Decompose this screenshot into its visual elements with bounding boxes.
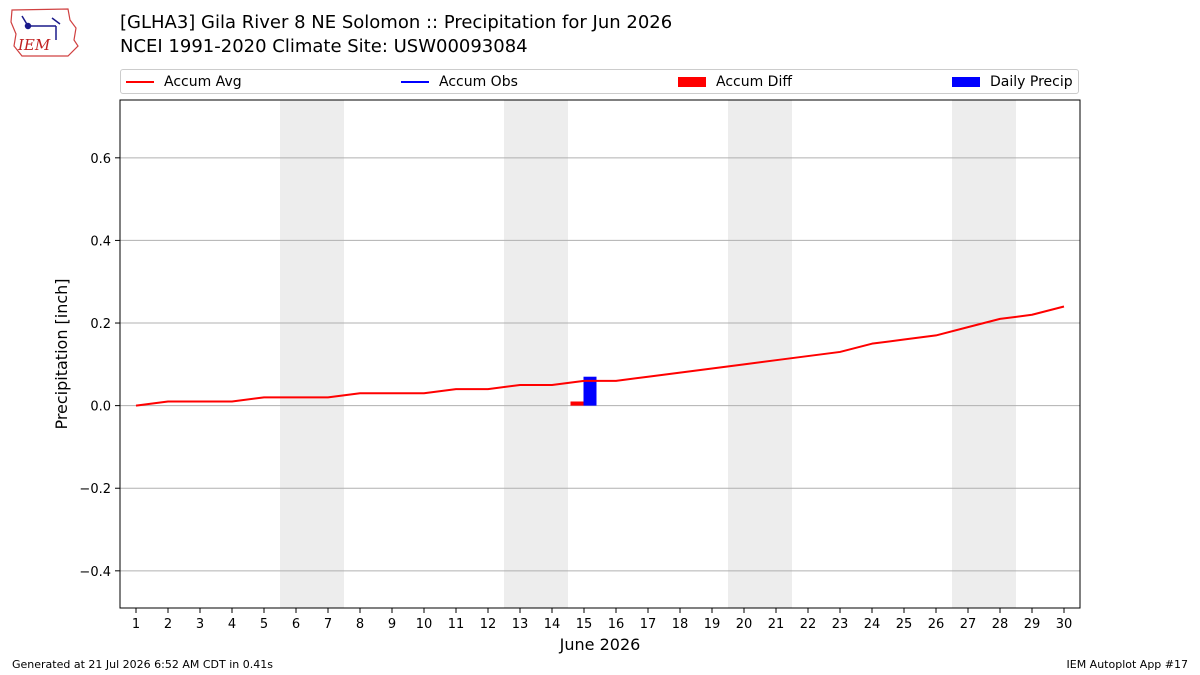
legend-item-daily-precip: Daily Precip bbox=[952, 70, 1073, 93]
daily-precip-bar bbox=[583, 376, 597, 406]
x-tick-label: 29 bbox=[1024, 617, 1041, 632]
legend-swatch-daily-precip bbox=[952, 76, 980, 87]
x-tick-label: 21 bbox=[768, 617, 785, 632]
x-tick-label: 12 bbox=[480, 617, 497, 632]
legend-label: Daily Precip bbox=[990, 73, 1073, 90]
legend-item-accum-avg: Accum Avg bbox=[126, 70, 242, 93]
chart-subtitle: NCEI 1991-2020 Climate Site: USW00093084 bbox=[120, 36, 528, 57]
weekend-band bbox=[504, 100, 568, 608]
x-tick-label: 6 bbox=[292, 617, 300, 632]
legend-item-accum-obs: Accum Obs bbox=[401, 70, 518, 93]
x-tick-label: 13 bbox=[512, 617, 529, 632]
weekend-band bbox=[728, 100, 792, 608]
x-tick-label: 1 bbox=[132, 617, 140, 632]
x-tick-label: 17 bbox=[640, 617, 657, 632]
chart-legend: Accum Avg Accum Obs Accum Diff Daily Pre… bbox=[120, 69, 1079, 94]
y-tick-label: 0.4 bbox=[90, 234, 111, 249]
x-tick-label: 28 bbox=[992, 617, 1009, 632]
x-tick-label: 3 bbox=[196, 617, 204, 632]
x-tick-label: 30 bbox=[1056, 617, 1073, 632]
accum-avg-line bbox=[135, 305, 1065, 407]
iem-logo: IEM bbox=[10, 8, 79, 57]
y-tick-label: −0.4 bbox=[79, 565, 111, 580]
legend-label: Accum Avg bbox=[164, 73, 242, 90]
x-tick-label: 2 bbox=[164, 617, 172, 632]
app-credit: IEM Autoplot App #17 bbox=[1066, 658, 1189, 671]
x-tick-label: 7 bbox=[324, 617, 332, 632]
x-tick-label: 4 bbox=[228, 617, 236, 632]
x-tick-label: 8 bbox=[356, 617, 364, 632]
x-tick-label: 9 bbox=[388, 617, 396, 632]
weekend-band bbox=[280, 100, 344, 608]
weekend-band bbox=[952, 100, 1016, 608]
x-axis-label: June 2026 bbox=[559, 635, 641, 654]
x-tick-label: 11 bbox=[448, 617, 465, 632]
x-tick-label: 5 bbox=[260, 617, 268, 632]
y-axis-label: Precipitation [inch] bbox=[52, 278, 71, 429]
x-tick-label: 16 bbox=[608, 617, 625, 632]
x-tick-label: 22 bbox=[800, 617, 817, 632]
accum-diff-bar bbox=[570, 401, 584, 406]
x-tick-label: 26 bbox=[928, 617, 945, 632]
x-tick-label: 14 bbox=[544, 617, 561, 632]
y-tick-label: 0.0 bbox=[90, 400, 111, 415]
x-tick-label: 20 bbox=[736, 617, 753, 632]
x-tick-label: 25 bbox=[896, 617, 913, 632]
legend-swatch-accum-avg bbox=[126, 80, 154, 83]
y-tick-label: 0.6 bbox=[90, 152, 111, 167]
x-tick-label: 15 bbox=[576, 617, 593, 632]
legend-label: Accum Diff bbox=[716, 73, 793, 90]
plot-frame bbox=[119, 99, 1081, 609]
x-tick-label: 18 bbox=[672, 617, 689, 632]
y-tick-label: 0.2 bbox=[90, 317, 111, 332]
y-tick-label: −0.2 bbox=[79, 482, 111, 497]
logo-text: IEM bbox=[17, 36, 51, 54]
legend-swatch-accum-obs bbox=[401, 80, 429, 83]
chart-title: [GLHA3] Gila River 8 NE Solomon :: Preci… bbox=[120, 12, 673, 33]
generated-timestamp: Generated at 21 Jul 2026 6:52 AM CDT in … bbox=[12, 658, 273, 671]
x-tick-label: 23 bbox=[832, 617, 849, 632]
x-tick-label: 10 bbox=[416, 617, 433, 632]
legend-label: Accum Obs bbox=[439, 73, 518, 90]
x-tick-label: 19 bbox=[704, 617, 721, 632]
x-tick-label: 24 bbox=[864, 617, 881, 632]
legend-swatch-accum-diff bbox=[678, 76, 706, 87]
x-tick-label: 27 bbox=[960, 617, 977, 632]
legend-item-accum-diff: Accum Diff bbox=[678, 70, 792, 93]
